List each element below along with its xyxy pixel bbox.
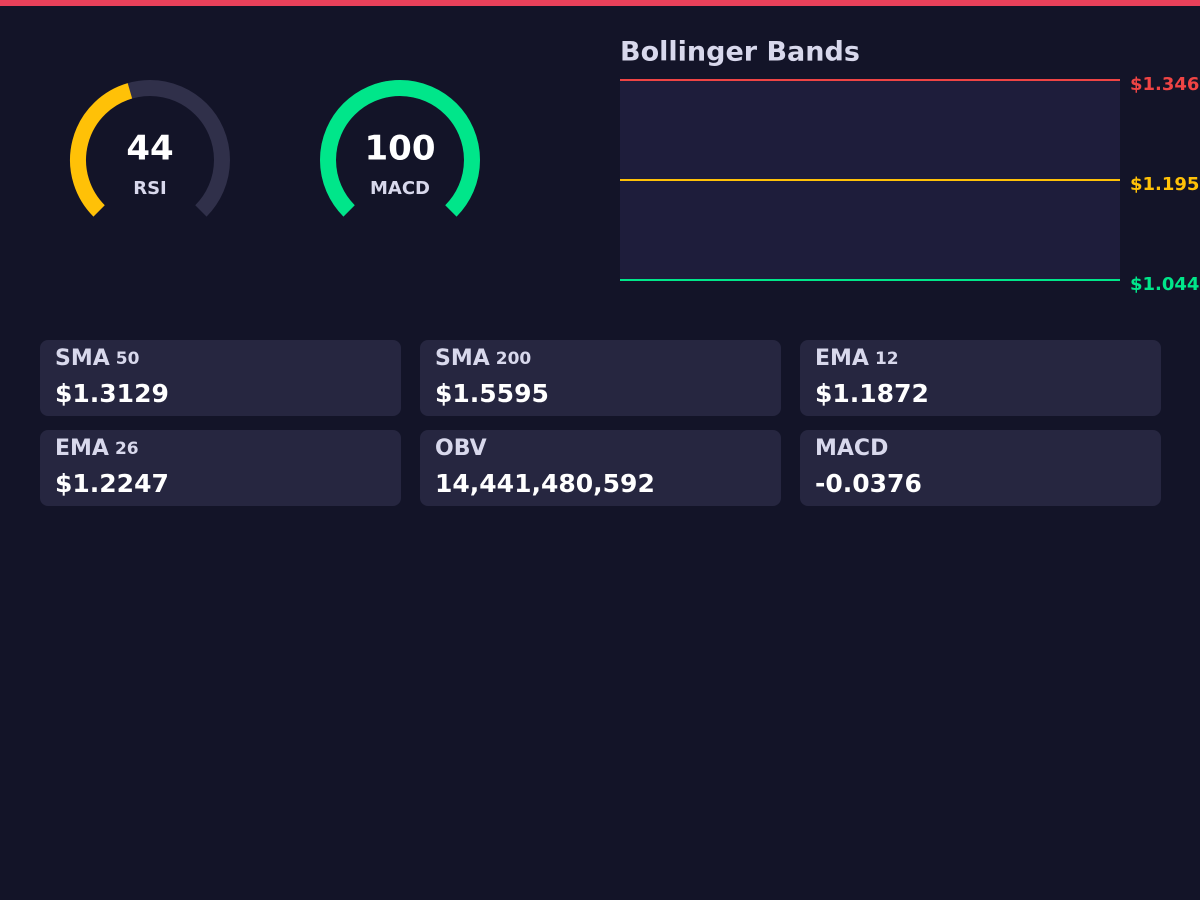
indicator-name-text: MACD: [815, 436, 888, 461]
indicator-name: SMA 50: [55, 346, 140, 371]
indicator-period: 50: [116, 349, 140, 369]
gauge-arc: [320, 80, 480, 217]
indicator-value: $1.3129: [55, 379, 169, 408]
gauge-value: 44: [126, 129, 173, 169]
top-bar: [0, 0, 1200, 6]
section-title: Bollinger Bands: [620, 37, 860, 68]
indicator-period: 200: [496, 349, 532, 369]
indicator-name: EMA 26: [55, 436, 139, 461]
gauge-label: RSI: [133, 178, 167, 199]
indicator-value: -0.0376: [815, 469, 922, 498]
band-label: $1.346: [1130, 74, 1199, 95]
indicator-card: [800, 430, 1161, 506]
indicator-card: [420, 430, 781, 506]
indicator-value: 14,441,480,592: [435, 469, 655, 498]
indicator-name-text: EMA: [815, 346, 869, 371]
indicator-card: [800, 340, 1161, 416]
indicator-card: [420, 340, 781, 416]
indicator-name: MACD: [815, 436, 888, 461]
indicator-name-text: OBV: [435, 436, 487, 461]
gauge-arc: [70, 83, 133, 217]
indicator-value: $1.5595: [435, 379, 549, 408]
gauge-value: 100: [365, 129, 436, 169]
band-label: $1.195: [1130, 174, 1199, 195]
indicator-value: $1.2247: [55, 469, 169, 498]
gauge-label: MACD: [370, 178, 430, 199]
indicator-name-text: SMA: [55, 346, 110, 371]
indicator-period: 26: [115, 439, 139, 459]
indicator-name: EMA 12: [815, 346, 899, 371]
indicator-card: [40, 340, 401, 416]
indicator-name-text: SMA: [435, 346, 490, 371]
indicator-name: OBV: [435, 436, 487, 461]
indicator-value: $1.1872: [815, 379, 929, 408]
indicator-period: 12: [875, 349, 899, 369]
indicator-card: [40, 430, 401, 506]
indicator-name-text: EMA: [55, 436, 109, 461]
band-label: $1.044: [1130, 274, 1199, 295]
indicator-name: SMA 200: [435, 346, 531, 371]
